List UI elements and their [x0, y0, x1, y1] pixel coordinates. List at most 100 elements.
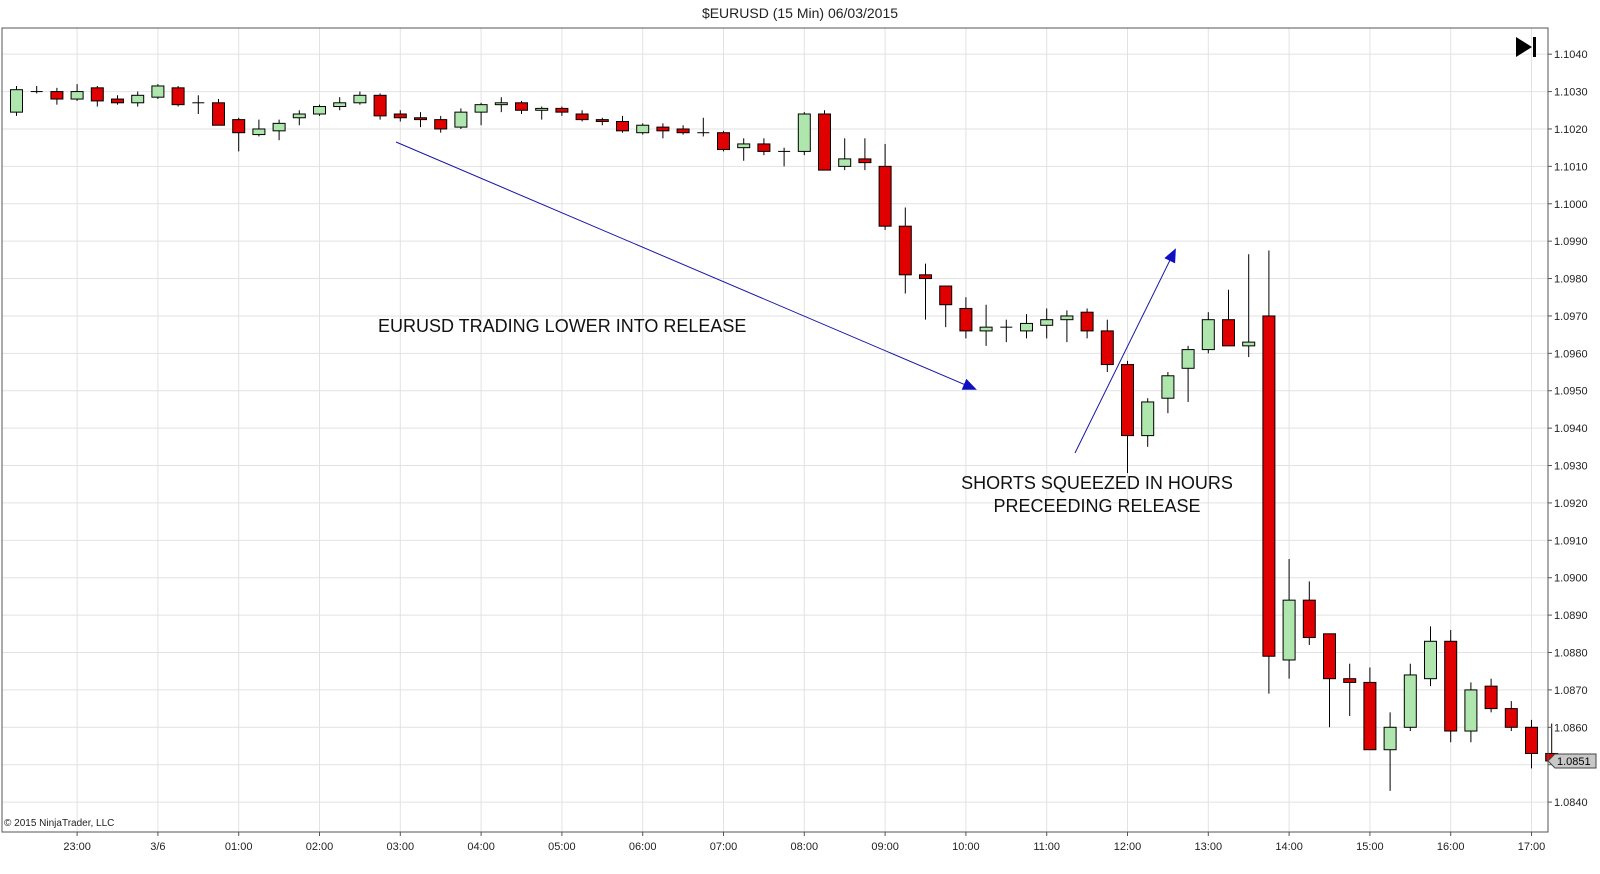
y-tick-label: 1.1000 — [1554, 199, 1588, 211]
candle — [171, 85, 185, 107]
y-axis: 1.1040 1.1030 1.1020 1.1010 1.1000 1.0990 1.09… — [1547, 49, 1597, 809]
annotation-shorts-squeezed: SHORTS SQUEEZED IN HOURS — [961, 473, 1233, 493]
y-tick-label: 1.1040 — [1554, 49, 1588, 61]
candle-body — [818, 113, 831, 171]
candle-body — [535, 107, 549, 111]
y-tick-label: 1.0920 — [1554, 498, 1588, 510]
x-tick-label: 03:00 — [387, 841, 415, 853]
annotation-preceeding-release: PRECEEDING RELEASE — [993, 496, 1200, 516]
y-tick-label: 1.0860 — [1554, 722, 1588, 734]
candle-body — [616, 120, 629, 132]
candle-body — [878, 165, 892, 227]
candles — [10, 84, 1559, 791]
candle — [1100, 319, 1114, 373]
candle-body — [414, 117, 427, 121]
candle-body — [111, 98, 124, 104]
last-price-marker: 1.0851 — [1547, 753, 1597, 769]
candle — [1464, 682, 1478, 743]
candle-body — [1504, 708, 1518, 728]
last-price-label: 1.0851 — [1557, 756, 1591, 768]
candle-body — [1444, 640, 1458, 732]
candle — [1080, 308, 1094, 339]
candle-body — [979, 326, 993, 332]
candle — [252, 119, 266, 137]
annotation-trading-lower: EURUSD TRADING LOWER INTO RELEASE — [378, 316, 746, 336]
candle — [778, 147, 791, 167]
candle — [353, 91, 367, 105]
candle — [192, 95, 205, 115]
candle-body — [1343, 678, 1357, 683]
candle — [898, 207, 912, 294]
candle-body — [1242, 341, 1256, 347]
candle-body — [595, 119, 609, 122]
candle — [797, 112, 811, 156]
candle-body — [212, 102, 225, 126]
y-tick-label: 1.0910 — [1554, 535, 1588, 547]
candle-body — [1282, 599, 1296, 661]
candle-body — [434, 119, 448, 130]
candle-body — [50, 91, 64, 100]
candle — [10, 85, 23, 116]
candle-body — [90, 87, 104, 102]
y-tick-label: 1.0890 — [1554, 610, 1588, 622]
y-tick-label: 1.0940 — [1554, 423, 1588, 435]
squeeze-arrow — [1074, 248, 1176, 454]
candle-body — [232, 119, 246, 134]
candle-body — [1201, 319, 1215, 351]
x-tick-label: 01:00 — [225, 841, 253, 853]
candle — [1343, 663, 1357, 717]
candle-body — [1424, 640, 1437, 680]
candle-body — [1383, 726, 1397, 751]
y-tick-label: 1.0990 — [1554, 236, 1588, 248]
x-tick-label: 12:00 — [1114, 841, 1142, 853]
skip-to-end-icon[interactable] — [1516, 37, 1536, 57]
candle — [90, 85, 104, 107]
candle-body — [959, 307, 973, 332]
x-tick-label: 05:00 — [548, 841, 576, 853]
candle-body — [636, 124, 650, 134]
candle-body — [1060, 315, 1074, 321]
candle — [1141, 398, 1155, 447]
x-axis: 23:00 3/6 01:00 02:00 03:00 04:00 05:00 06:00 07… — [63, 832, 1545, 853]
candle-body — [919, 274, 932, 280]
candle-body — [393, 113, 407, 119]
candle-body — [1181, 349, 1195, 369]
candle-body — [858, 158, 872, 164]
chart-title: $EURUSD (15 Min) 06/03/2015 — [702, 5, 898, 21]
candle — [919, 263, 932, 320]
candle — [1020, 314, 1033, 339]
y-tick-label: 1.0870 — [1554, 685, 1588, 697]
y-tick-label: 1.0950 — [1554, 386, 1588, 398]
candle — [959, 297, 973, 339]
y-tick-label: 1.0880 — [1554, 648, 1588, 660]
candle — [1242, 254, 1256, 358]
candle-body — [10, 89, 23, 113]
y-tick-label: 1.0970 — [1554, 311, 1588, 323]
x-tick-label: 17:00 — [1518, 841, 1546, 853]
candle-body — [1302, 599, 1316, 639]
candle-body — [757, 143, 771, 152]
candle — [131, 91, 145, 107]
candle-body — [1363, 681, 1377, 751]
y-tick-label: 1.1020 — [1554, 124, 1588, 136]
candle-body — [656, 126, 670, 132]
candle — [333, 97, 347, 111]
x-tick-label: 11:00 — [1033, 841, 1060, 853]
candle — [697, 117, 710, 137]
x-tick-label: 06:00 — [629, 841, 657, 853]
candle-body — [494, 102, 508, 106]
candle-body — [454, 111, 468, 128]
candle — [595, 117, 609, 126]
candle — [939, 285, 953, 328]
candle — [1323, 633, 1336, 728]
candle — [1444, 630, 1458, 743]
candle — [737, 138, 751, 161]
candle — [313, 104, 326, 116]
candle — [1403, 663, 1417, 732]
candle — [1383, 712, 1397, 791]
candle — [1060, 310, 1074, 343]
candle — [454, 108, 468, 129]
candle — [818, 110, 831, 171]
x-tick-label: 07:00 — [710, 841, 738, 853]
